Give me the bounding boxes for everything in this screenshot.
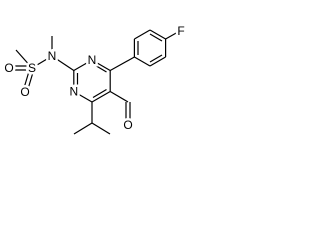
atom-label: S <box>28 61 36 75</box>
structure-diagram: F N S O O N N O <box>2 22 187 135</box>
atom-labels: F N S O O N N O <box>2 22 187 135</box>
atom-label: N <box>88 53 97 67</box>
atom-label: N <box>69 85 78 99</box>
atom-label: O <box>4 61 13 75</box>
atom-label: O <box>123 118 132 132</box>
atom-label: F <box>177 24 184 38</box>
atom-label: O <box>20 85 29 99</box>
bonds <box>12 29 179 135</box>
atom-label: N <box>48 49 57 63</box>
